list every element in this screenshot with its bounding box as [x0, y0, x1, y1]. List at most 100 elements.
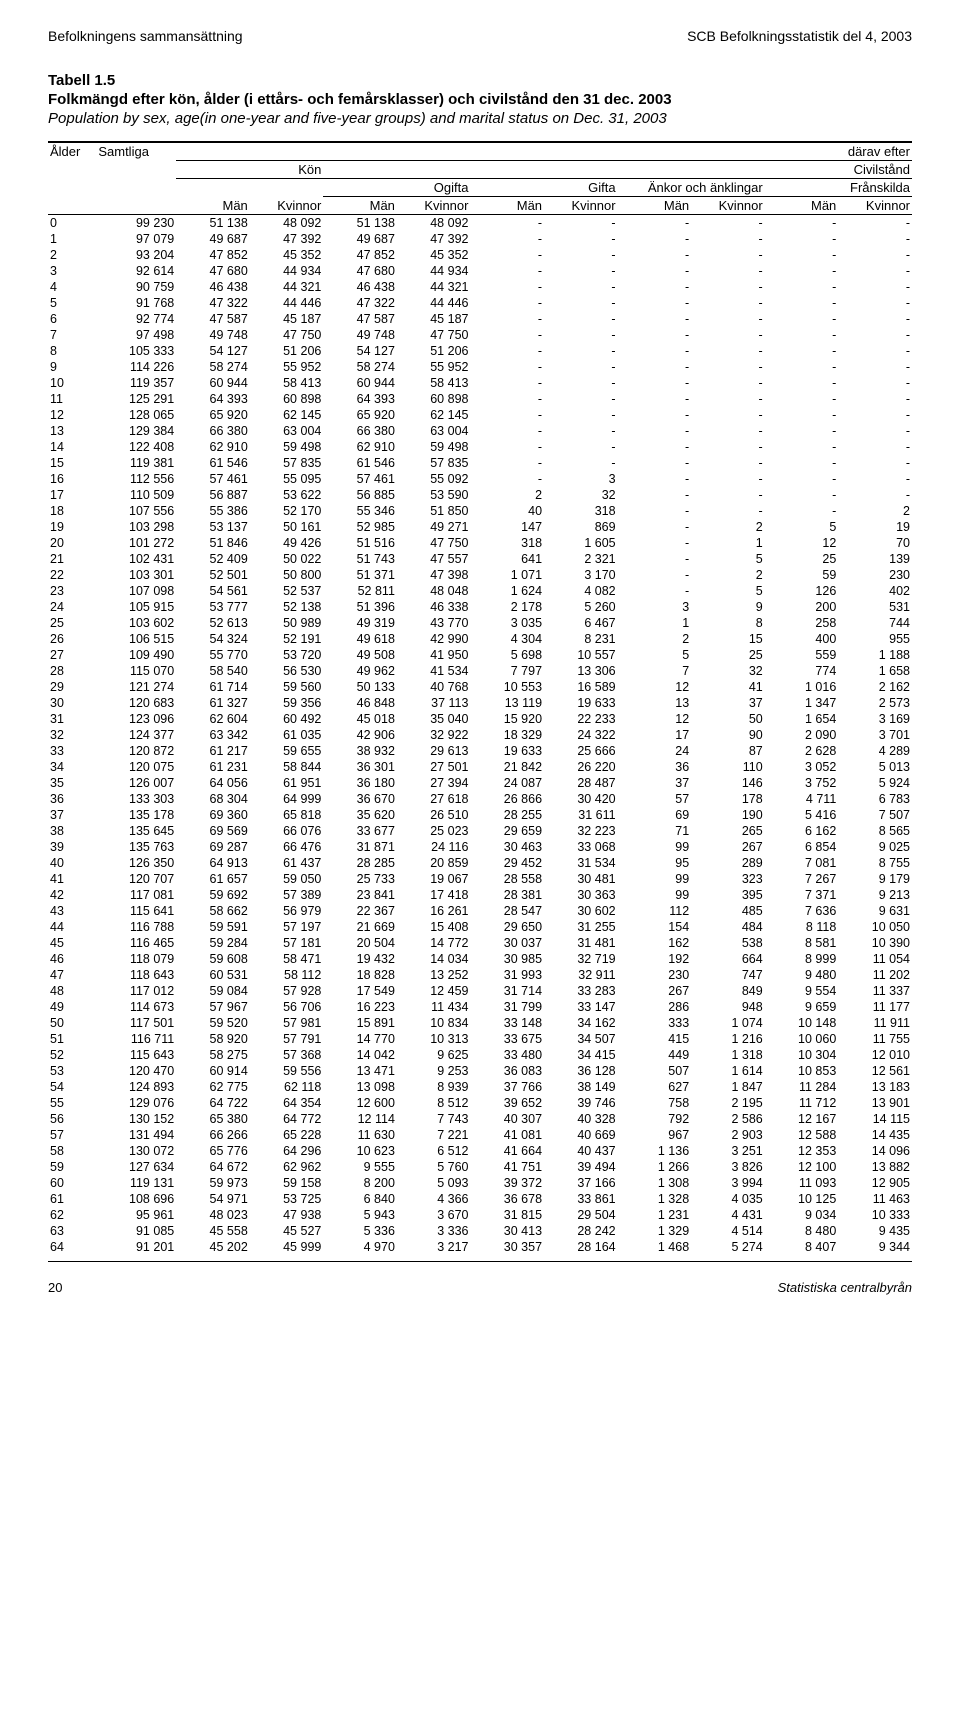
table-cell: 3 052	[765, 759, 839, 775]
table-cell: 26	[48, 631, 96, 647]
table-cell: 90 759	[96, 279, 176, 295]
table-cell: 4 304	[470, 631, 544, 647]
table-cell: 59 608	[176, 951, 250, 967]
table-cell: 66 266	[176, 1127, 250, 1143]
table-row: 53120 47060 91459 55613 4719 25336 08336…	[48, 1063, 912, 1079]
table-cell: -	[618, 215, 692, 231]
table-row: 51116 71158 92057 79114 77010 31333 6753…	[48, 1031, 912, 1047]
table-cell: 955	[838, 631, 912, 647]
table-cell: 1	[48, 231, 96, 247]
table-row: 31123 09662 60460 49245 01835 04015 9202…	[48, 711, 912, 727]
table-cell: 5 274	[691, 1239, 765, 1255]
table-cell: 47 680	[176, 263, 250, 279]
table-cell: 54 971	[176, 1191, 250, 1207]
table-cell: 3 670	[397, 1207, 471, 1223]
head-civil: Civilstånd	[323, 161, 912, 179]
table-cell: 50	[48, 1015, 96, 1031]
table-cell: -	[691, 407, 765, 423]
table-cell: 43	[48, 903, 96, 919]
table-cell: 5 760	[397, 1159, 471, 1175]
table-cell: 12 588	[765, 1127, 839, 1143]
table-cell: 34 507	[544, 1031, 618, 1047]
table-cell: -	[691, 359, 765, 375]
table-cell: 117 501	[96, 1015, 176, 1031]
table-cell: 28 381	[470, 887, 544, 903]
table-cell: 627	[618, 1079, 692, 1095]
table-cell: 33 861	[544, 1191, 618, 1207]
table-cell: 47 322	[176, 295, 250, 311]
table-cell: 31	[48, 711, 96, 727]
table-cell: 57	[48, 1127, 96, 1143]
table-cell: 5	[48, 295, 96, 311]
table-cell: 56	[48, 1111, 96, 1127]
head-ogifta: Ogifta	[323, 179, 470, 197]
table-cell: 9 253	[397, 1063, 471, 1079]
table-cell: 57 835	[250, 455, 324, 471]
table-cell: 2 628	[765, 743, 839, 759]
table-cell: 11 093	[765, 1175, 839, 1191]
table-cell: 110	[691, 759, 765, 775]
table-cell: 3	[544, 471, 618, 487]
table-row: 293 20447 85245 35247 85245 352------	[48, 247, 912, 263]
table-cell: 31 611	[544, 807, 618, 823]
table-cell: 5 336	[323, 1223, 397, 1239]
table-cell: 59 692	[176, 887, 250, 903]
table-row: 49114 67357 96756 70616 22311 43431 7993…	[48, 999, 912, 1015]
table-cell: 59 655	[250, 743, 324, 759]
table-cell: 33 283	[544, 983, 618, 999]
table-cell: 13 119	[470, 695, 544, 711]
table-cell: 200	[765, 599, 839, 615]
table-number: Tabell 1.5	[48, 72, 912, 89]
table-cell: 2 586	[691, 1111, 765, 1127]
table-cell: -	[838, 359, 912, 375]
running-head-right: SCB Befolkningsstatistik del 4, 2003	[687, 28, 912, 44]
table-cell: 39 494	[544, 1159, 618, 1175]
table-cell: 967	[618, 1127, 692, 1143]
table-cell: -	[618, 231, 692, 247]
table-cell: 19 633	[470, 743, 544, 759]
table-cell: 47 938	[250, 1207, 324, 1223]
table-cell: 53 137	[176, 519, 250, 535]
table-row: 28115 07058 54056 53049 96241 5347 79713…	[48, 663, 912, 679]
table-cell: 395	[691, 887, 765, 903]
table-cell: 46 438	[176, 279, 250, 295]
table-cell: 4 431	[691, 1207, 765, 1223]
table-cell: -	[618, 455, 692, 471]
table-cell: 5	[691, 551, 765, 567]
table-cell: 1 266	[618, 1159, 692, 1175]
table-cell: 58 540	[176, 663, 250, 679]
table-cell: 40 328	[544, 1111, 618, 1127]
table-cell: 19	[48, 519, 96, 535]
table-cell: 3 752	[765, 775, 839, 791]
table-cell: 58 275	[176, 1047, 250, 1063]
table-cell: 40	[470, 503, 544, 519]
table-cell: -	[618, 327, 692, 343]
table-cell: 41	[48, 871, 96, 887]
table-cell: 52 811	[323, 583, 397, 599]
table-row: 14122 40862 91059 49862 91059 498------	[48, 439, 912, 455]
table-cell: 10 557	[544, 647, 618, 663]
table-cell: 24	[48, 599, 96, 615]
table-cell: 41 534	[397, 663, 471, 679]
table-cell: 30 420	[544, 791, 618, 807]
rule-bottom	[48, 1261, 912, 1262]
table-cell: 34 162	[544, 1015, 618, 1031]
table-cell: -	[470, 407, 544, 423]
table-cell: 2 162	[838, 679, 912, 695]
table-cell: 118 079	[96, 951, 176, 967]
table-cell: -	[470, 215, 544, 231]
table-cell: 28 547	[470, 903, 544, 919]
table-cell: 114 673	[96, 999, 176, 1015]
table-row: 591 76847 32244 44647 32244 446------	[48, 295, 912, 311]
table-cell: 35 620	[323, 807, 397, 823]
table-cell: -	[691, 391, 765, 407]
table-cell: 37 166	[544, 1175, 618, 1191]
table-cell: 34	[48, 759, 96, 775]
table-cell: 66 380	[176, 423, 250, 439]
table-cell: 8 581	[765, 935, 839, 951]
table-cell: 31 534	[544, 855, 618, 871]
table-cell: 51 516	[323, 535, 397, 551]
table-cell: 39 652	[470, 1095, 544, 1111]
table-cell: 49 962	[323, 663, 397, 679]
table-cell: 415	[618, 1031, 692, 1047]
